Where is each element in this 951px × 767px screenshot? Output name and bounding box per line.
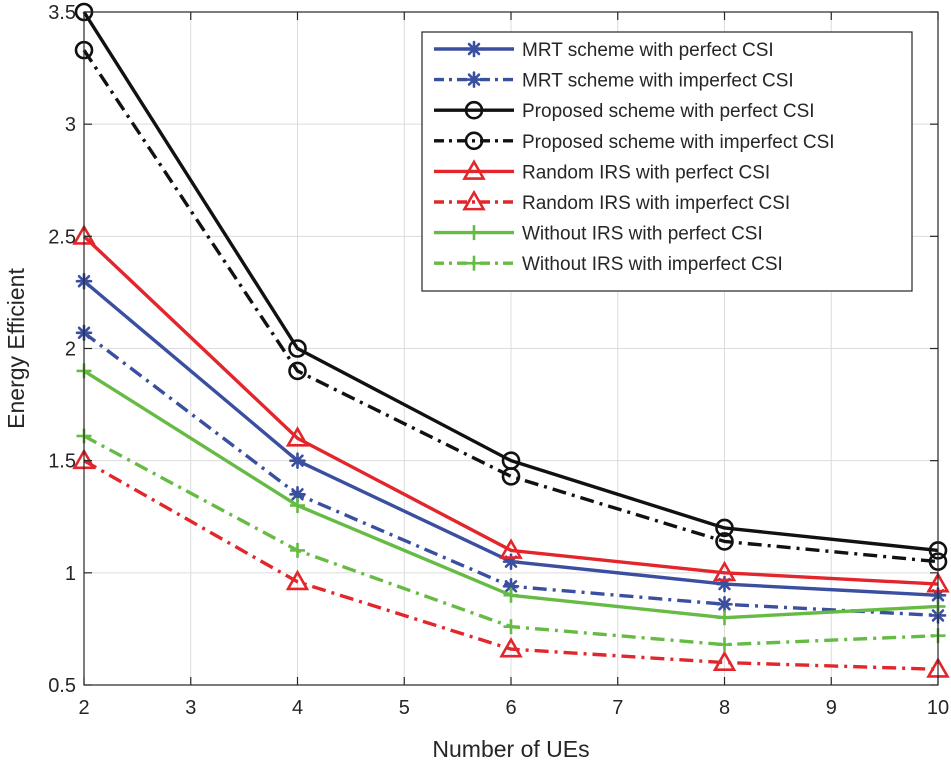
plus-marker: [503, 619, 519, 635]
axis-ticks: 2 3 4 5 6 7 8 9 10 0.5 1 1.5 2 2.5 3 3.5: [48, 2, 949, 719]
legend-entry: Proposed scheme with imperfect CSI: [434, 131, 835, 153]
asterisk-marker: [465, 71, 483, 88]
series-line: [82, 11, 939, 553]
y-tick-label: 1.5: [48, 451, 76, 473]
x-tick-label: 6: [505, 697, 516, 719]
y-tick-label: 1: [65, 563, 76, 585]
legend-label: Proposed scheme with imperfect CSI: [522, 132, 835, 153]
legend-entry: Proposed scheme with perfect CSI: [434, 100, 815, 122]
data-point: [502, 577, 520, 595]
circle-marker: [715, 518, 734, 538]
x-tick-label: 7: [612, 697, 623, 719]
x-tick-label: 10: [927, 697, 949, 719]
triangle-marker: [499, 636, 523, 658]
data-point: [289, 486, 306, 503]
data-point: [715, 518, 734, 538]
legend-label: Random IRS with imperfect CSI: [522, 193, 790, 214]
data-point: [285, 426, 310, 447]
data-point: [717, 610, 732, 626]
plus-marker: [717, 610, 732, 626]
data-point: [712, 560, 737, 582]
triangle-marker: [285, 426, 310, 447]
legend-entry: MRT scheme with perfect CSI: [434, 40, 774, 61]
x-tick-label: 5: [399, 697, 410, 719]
x-tick-label: 9: [826, 697, 837, 719]
circle-marker: [464, 100, 484, 120]
y-tick-label: 3.5: [48, 2, 76, 24]
plus-marker: [290, 498, 305, 514]
legend-label: MRT scheme with imperfect CSI: [522, 71, 794, 92]
legend-entry: Without IRS with perfect CSI: [434, 224, 763, 245]
legend-entry: Random IRS with perfect CSI: [434, 159, 770, 183]
x-tick-label: 3: [185, 697, 196, 719]
legend: MRT scheme with perfect CSI MRT scheme wi…: [421, 31, 913, 292]
data-point: [712, 650, 737, 671]
legend-label: Without IRS with perfect CSI: [522, 224, 763, 245]
circle-marker: [715, 532, 734, 551]
plus-marker: [466, 225, 482, 241]
triangle-marker: [462, 189, 486, 211]
y-tick-label: 0.5: [48, 675, 76, 697]
data-point: [715, 532, 734, 551]
legend-label: Random IRS with perfect CSI: [522, 162, 770, 183]
series-line: [82, 235, 939, 586]
circle-marker: [288, 339, 307, 358]
x-tick-label: 8: [719, 697, 730, 719]
y-tick-label: 3: [65, 114, 76, 136]
legend-label: Without IRS with imperfect CSI: [522, 254, 783, 275]
circle-marker: [288, 361, 307, 381]
legend-entry: Random IRS with imperfect CSI: [434, 189, 790, 214]
legend-entry: MRT scheme with imperfect CSI: [434, 71, 794, 92]
triangle-marker: [462, 159, 486, 180]
data-point: [289, 452, 306, 469]
x-tick-label: 4: [292, 697, 303, 719]
asterisk-marker: [289, 486, 306, 503]
data-point: [716, 595, 733, 613]
plus-marker: [290, 542, 305, 558]
x-axis-label: Number of UEs: [432, 736, 589, 762]
data-point: [499, 636, 523, 658]
data-point: [717, 637, 732, 653]
asterisk-marker: [289, 452, 306, 469]
asterisk-marker: [716, 595, 733, 613]
y-tick-label: 2.5: [48, 226, 76, 248]
legend-box: [421, 31, 913, 292]
asterisk-marker: [465, 40, 483, 58]
data-point: [501, 467, 521, 486]
circle-marker: [501, 467, 521, 486]
plus-marker: [503, 587, 519, 603]
triangle-marker: [499, 538, 523, 559]
data-point: [288, 339, 307, 358]
data-point: [285, 569, 310, 591]
plus-marker: [466, 255, 482, 271]
data-point: [499, 538, 523, 559]
series-7: [76, 363, 946, 626]
triangle-marker: [712, 560, 737, 582]
circle-marker: [464, 131, 484, 151]
plus-marker: [717, 637, 732, 653]
triangle-marker: [712, 650, 737, 671]
y-tick-label: 2: [65, 339, 76, 361]
x-tick-label: 2: [78, 697, 89, 719]
data-point: [503, 587, 519, 603]
legend-label: Proposed scheme with perfect CSI: [522, 101, 815, 122]
data-point: [503, 619, 519, 635]
legend-entry: Without IRS with imperfect CSI: [434, 254, 783, 275]
legend-label: MRT scheme with perfect CSI: [522, 40, 774, 61]
asterisk-marker: [502, 577, 520, 595]
triangle-marker: [285, 569, 310, 591]
y-axis-label: Energy Efficient: [3, 268, 29, 429]
data-point: [290, 542, 305, 558]
data-point: [288, 361, 307, 381]
series-line: [83, 459, 939, 671]
data-point: [290, 498, 305, 514]
